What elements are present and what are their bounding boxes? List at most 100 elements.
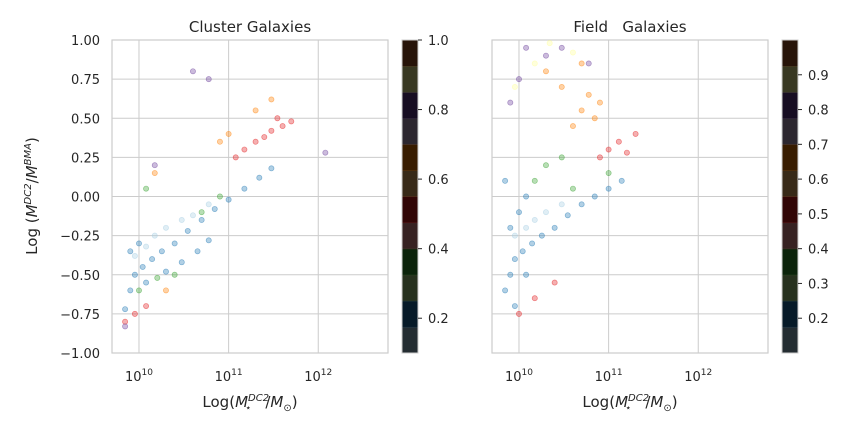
colorbar-band: [402, 66, 418, 93]
data-point: [151, 170, 158, 176]
data-point: [511, 303, 518, 309]
y-tick-label: −1.00: [60, 347, 100, 362]
data-point: [632, 130, 639, 137]
data-point: [122, 306, 129, 313]
x-tick-label: 1012: [304, 368, 332, 385]
colorbar-tick-label: 0.2: [428, 312, 449, 327]
data-point: [279, 123, 286, 130]
data-point: [543, 52, 549, 59]
data-point: [523, 44, 530, 51]
data-point: [551, 224, 558, 231]
data-point: [516, 310, 522, 317]
data-point: [605, 146, 612, 153]
colorbar-tick-label: 1.0: [428, 34, 449, 49]
data-point: [618, 177, 625, 184]
data-point: [268, 165, 275, 172]
colorbar-tick-label: 0.8: [808, 104, 829, 119]
data-point: [189, 68, 196, 75]
data-point: [216, 138, 223, 145]
data-point: [543, 209, 549, 216]
cluster-title: Cluster Galaxies: [189, 18, 311, 36]
data-point: [139, 263, 146, 270]
colorbar-band: [782, 170, 798, 197]
data-point: [558, 201, 565, 208]
data-point: [143, 185, 150, 192]
colorbar-band: [782, 196, 798, 224]
data-point: [151, 232, 158, 239]
colorbar-tick-label: 0.4: [428, 243, 449, 258]
data-point: [578, 201, 585, 208]
data-point: [502, 177, 509, 184]
data-point: [232, 154, 239, 161]
data-point: [154, 274, 161, 281]
data-point: [131, 253, 138, 259]
data-point: [241, 146, 248, 153]
data-point: [136, 240, 142, 247]
colorbar-band: [402, 326, 418, 354]
data-point: [225, 196, 232, 203]
data-point: [149, 256, 156, 263]
cluster-grid: [112, 40, 388, 353]
data-point: [605, 185, 612, 192]
data-point: [205, 201, 212, 208]
data-point: [523, 271, 530, 278]
colorbar-band: [402, 144, 418, 171]
data-point: [131, 271, 138, 278]
data-point: [507, 224, 514, 231]
data-point: [511, 83, 518, 90]
x-tick-label: 1011: [595, 368, 623, 385]
colorbar-band: [782, 274, 798, 302]
data-point: [268, 96, 275, 103]
colorbar-tick-label: 0.4: [808, 243, 829, 258]
data-point: [591, 193, 598, 200]
data-point: [531, 177, 538, 184]
data-point: [274, 115, 281, 122]
colorbar-band: [782, 248, 798, 276]
y-tick-label: 0.00: [71, 191, 100, 206]
data-point: [184, 227, 191, 234]
data-point: [538, 232, 545, 239]
data-point: [225, 130, 232, 137]
colorbar-band: [402, 92, 418, 119]
data-point: [122, 318, 129, 325]
data-point: [543, 162, 549, 169]
data-point: [205, 76, 212, 83]
data-point: [268, 127, 275, 134]
y-tick-label: 0.25: [71, 151, 100, 166]
data-point: [569, 49, 576, 56]
data-point: [529, 240, 536, 247]
cluster-colorbar-ticks: 0.2 0.4 0.6 0.8 1.0: [401, 34, 449, 354]
colorbar-band: [402, 196, 418, 224]
data-point: [163, 268, 169, 275]
x-tick-label: 1010: [125, 368, 153, 385]
data-point: [558, 154, 565, 161]
data-point: [564, 212, 571, 219]
data-point: [531, 60, 538, 67]
data-point: [241, 185, 248, 192]
data-point: [578, 107, 585, 114]
colorbar-frame: [401, 39, 419, 354]
data-point: [178, 259, 185, 266]
data-point: [252, 107, 259, 114]
data-point: [569, 123, 576, 130]
colorbar-tick-label: 0.6: [808, 173, 829, 188]
data-point: [615, 138, 622, 145]
cluster-x-ticks: 1010 1011 1012: [125, 368, 332, 385]
colorbar-tick-label: 0.9: [808, 69, 829, 84]
cluster-points: [122, 68, 329, 330]
data-point: [531, 295, 538, 302]
data-point: [551, 279, 558, 286]
data-point: [516, 209, 522, 216]
data-point: [511, 232, 518, 239]
colorbar-band: [402, 274, 418, 302]
data-point: [623, 149, 630, 156]
colorbar-band: [402, 300, 418, 328]
colorbar-band: [402, 248, 418, 276]
data-point: [523, 193, 530, 200]
data-point: [163, 287, 169, 294]
colorbar-frame: [781, 39, 799, 354]
data-point: [198, 217, 205, 223]
data-point: [596, 99, 603, 106]
field-x-ticks: 1010 1011 1012: [505, 368, 712, 385]
data-point: [511, 256, 518, 263]
